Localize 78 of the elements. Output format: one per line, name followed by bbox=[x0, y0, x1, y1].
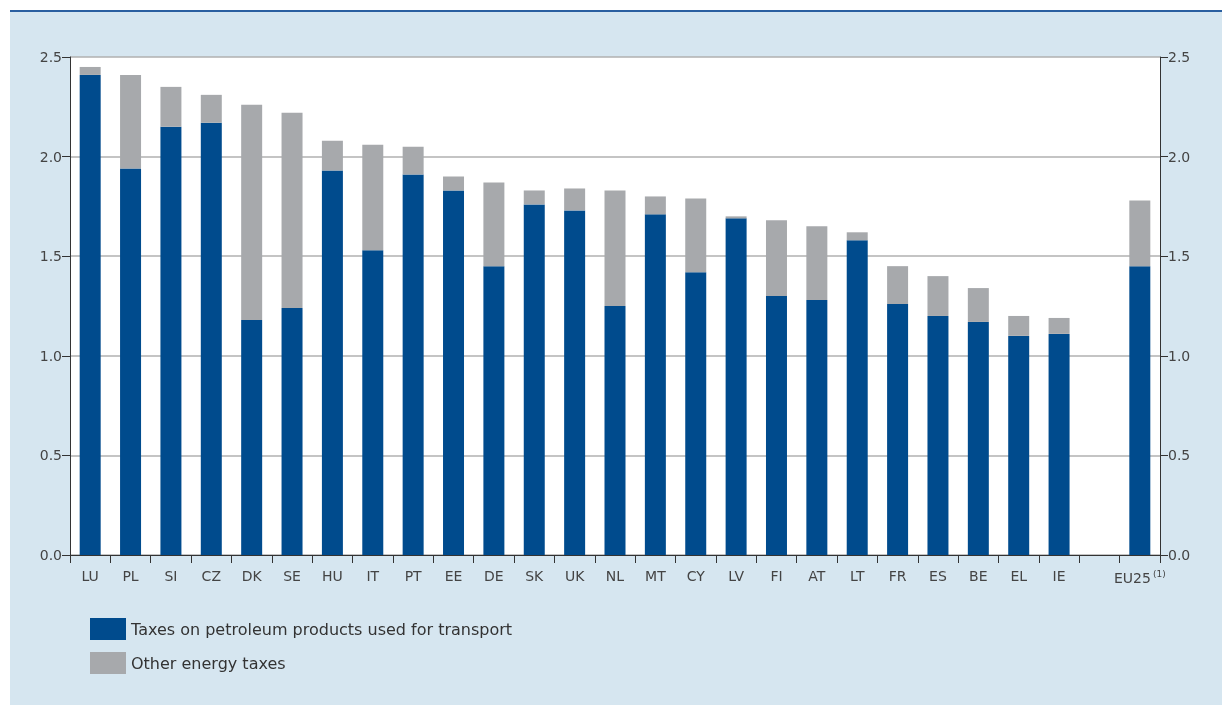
x-tick-label: ES bbox=[929, 568, 947, 584]
x-tick-label: MT bbox=[645, 568, 667, 584]
bar bbox=[321, 170, 343, 555]
bar bbox=[806, 300, 828, 555]
bar bbox=[200, 122, 222, 555]
x-tick-label: DE bbox=[484, 568, 504, 584]
x-tick-label: HU bbox=[322, 568, 343, 584]
legend-label: Taxes on petroleum products used for transport bbox=[130, 619, 513, 639]
y2-tick-label: 1.5 bbox=[1168, 248, 1191, 265]
y-tick-label: 1.0 bbox=[39, 347, 62, 364]
bar bbox=[564, 210, 586, 555]
bar bbox=[967, 288, 989, 322]
bar bbox=[79, 66, 101, 75]
x-tick-label: IE bbox=[1052, 568, 1066, 584]
x-tick-label: DK bbox=[241, 568, 263, 584]
x-tick-label: SK bbox=[525, 568, 545, 584]
bar bbox=[160, 86, 182, 127]
x-tick-label: EE bbox=[444, 568, 463, 584]
x-tick-label: LU bbox=[81, 568, 99, 584]
x-tick-label: PT bbox=[404, 568, 423, 584]
y-tick-label: 0.5 bbox=[39, 447, 62, 464]
x-tick-label: LV bbox=[728, 568, 745, 584]
y2-tick-label: 2.0 bbox=[1168, 148, 1191, 165]
x-tick-label: CZ bbox=[201, 568, 221, 584]
bar bbox=[887, 266, 909, 305]
y-tick-label: 0.0 bbox=[39, 547, 62, 563]
bar bbox=[523, 190, 545, 205]
bar bbox=[887, 304, 909, 555]
bar bbox=[443, 190, 465, 555]
x-tick-label: NL bbox=[605, 568, 625, 584]
bar bbox=[1008, 315, 1030, 336]
x-tick-label: SI bbox=[164, 568, 178, 584]
y2-tick-label: 1.0 bbox=[1168, 347, 1191, 364]
bar bbox=[160, 126, 182, 555]
y-tick-label: 1.5 bbox=[39, 248, 62, 265]
bar bbox=[1129, 266, 1151, 555]
x-tick-label: BE bbox=[969, 568, 988, 584]
x-tick-label: CY bbox=[686, 568, 706, 584]
x-tick-label: UK bbox=[564, 568, 586, 584]
bar bbox=[402, 174, 424, 555]
y-tick-label: 2.5 bbox=[39, 49, 62, 65]
x-tick-label: FR bbox=[888, 568, 907, 584]
bar bbox=[725, 218, 747, 555]
bar bbox=[362, 250, 384, 555]
bar bbox=[564, 188, 586, 211]
x-tick-label: LT bbox=[850, 568, 865, 584]
x-tick-label: IT bbox=[366, 568, 380, 584]
bar bbox=[1008, 335, 1030, 555]
bar bbox=[241, 319, 263, 555]
bar bbox=[120, 168, 142, 555]
bar bbox=[281, 307, 303, 555]
bar bbox=[927, 315, 949, 555]
bar bbox=[846, 232, 868, 241]
bar bbox=[483, 266, 505, 555]
bar bbox=[604, 306, 626, 555]
bar bbox=[79, 74, 101, 555]
bar bbox=[1048, 333, 1070, 555]
y-tick-label: 2.0 bbox=[39, 148, 62, 165]
bar bbox=[685, 272, 707, 555]
legend-label: Other energy taxes bbox=[131, 653, 286, 673]
bar bbox=[644, 214, 666, 555]
x-tick-label: EL bbox=[1010, 568, 1028, 584]
bar bbox=[846, 240, 868, 555]
bar bbox=[523, 204, 545, 555]
x-tick-label: SE bbox=[283, 568, 301, 584]
bar bbox=[644, 196, 666, 215]
bar bbox=[1048, 317, 1070, 334]
x-tick-label: FI bbox=[770, 568, 783, 584]
y2-tick-label: 0.0 bbox=[1168, 547, 1191, 563]
bar bbox=[967, 321, 989, 555]
x-tick-label: PL bbox=[122, 568, 139, 584]
y2-tick-label: 2.5 bbox=[1168, 49, 1191, 65]
bar bbox=[927, 276, 949, 316]
bar bbox=[765, 296, 787, 555]
bar bbox=[200, 94, 222, 123]
x-tick-label: AT bbox=[808, 568, 826, 584]
y2-tick-label: 0.5 bbox=[1168, 447, 1191, 464]
bar bbox=[443, 176, 465, 191]
